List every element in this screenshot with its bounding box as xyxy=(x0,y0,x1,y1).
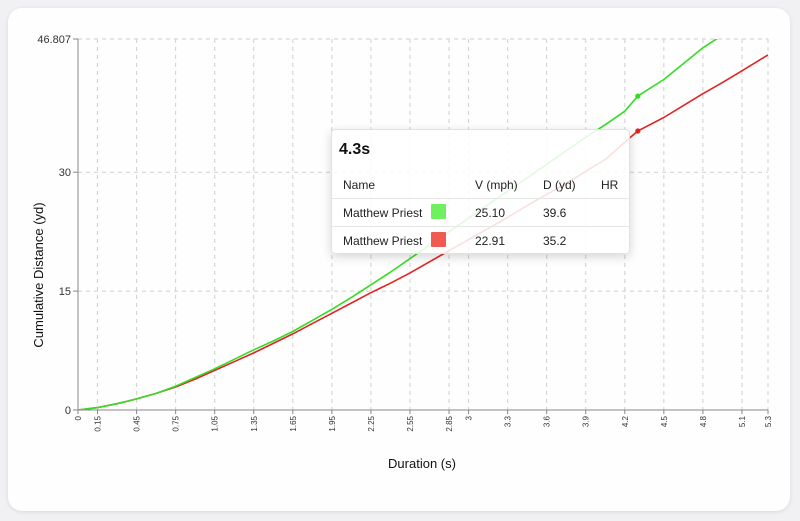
x-tick-label: 1.65 xyxy=(289,415,298,431)
row-athlete-name: Matthew Priest xyxy=(343,234,423,248)
x-tick-label: 2.55 xyxy=(406,415,415,431)
x-tick-label: 0.45 xyxy=(133,415,142,431)
x-tick-label: 2.85 xyxy=(445,415,454,431)
y-tick-label: 30 xyxy=(59,167,71,179)
header-velocity: V (mph) xyxy=(475,178,518,192)
row-velocity: 25.10 xyxy=(475,206,506,220)
series-line[interactable] xyxy=(78,54,768,410)
series-color-swatch xyxy=(431,204,446,219)
row-distance: 35.2 xyxy=(543,234,567,248)
x-tick-label: 4.5 xyxy=(660,415,669,427)
x-tick-label: 0 xyxy=(74,415,83,420)
tooltip-row: Matthew Priest 22.91 35.2 xyxy=(332,226,629,254)
x-tick-label: 1.95 xyxy=(328,415,337,431)
x-tick-label: 1.05 xyxy=(211,415,220,431)
tick-labels: 0 0.15 0.45 0.75 1.05 1.35 1.65 1.95 2.25 2.55 2.8… xyxy=(37,34,773,432)
y-axis-label: Cumulative Distance (yd) xyxy=(31,202,46,347)
hover-point-marker xyxy=(635,93,641,99)
row-distance: 39.6 xyxy=(543,206,567,220)
x-tick-label: 3 xyxy=(465,415,474,420)
y-tick-label: 46.807 xyxy=(37,34,71,46)
row-athlete-name: Matthew Priest xyxy=(343,206,423,220)
series-layer[interactable] xyxy=(78,35,768,410)
chart-card xyxy=(8,8,790,511)
x-tick-label: 0.75 xyxy=(172,415,181,431)
x-tick-label: 4.8 xyxy=(699,415,708,427)
x-tick-label: 1.35 xyxy=(250,415,259,431)
tooltip-row: Matthew Priest 25.10 39.6 xyxy=(332,198,629,226)
x-tick-label: 0.15 xyxy=(94,415,103,431)
x-tick-label: 3.3 xyxy=(504,415,513,427)
header-distance: D (yd) xyxy=(543,178,576,192)
marker-layer xyxy=(635,93,641,134)
y-tick-label: 15 xyxy=(59,286,71,298)
x-tick-label: 3.6 xyxy=(543,415,552,427)
axes xyxy=(73,38,769,414)
x-tick-label: 5.1 xyxy=(738,415,747,427)
row-velocity: 22.91 xyxy=(475,234,506,248)
x-axis-label: Duration (s) xyxy=(388,456,456,471)
tooltip-header-row: Name V (mph) D (yd) HR xyxy=(332,171,629,198)
header-name: Name xyxy=(343,178,376,192)
x-tick-label: 2.25 xyxy=(367,415,376,431)
header-heart-rate: HR xyxy=(601,178,619,192)
hover-point-marker xyxy=(635,128,641,134)
series-color-swatch xyxy=(431,232,446,247)
x-tick-label: 4.2 xyxy=(621,415,630,427)
y-tick-label: 0 xyxy=(65,405,71,417)
hover-tooltip: 4.3s Name V (mph) D (yd) HR Matthew Prie… xyxy=(331,129,630,254)
x-tick-label: 3.9 xyxy=(582,415,591,427)
tooltip-title: 4.3s xyxy=(339,141,371,158)
series-line[interactable] xyxy=(78,35,722,410)
x-tick-label: 5.3 xyxy=(764,415,773,427)
